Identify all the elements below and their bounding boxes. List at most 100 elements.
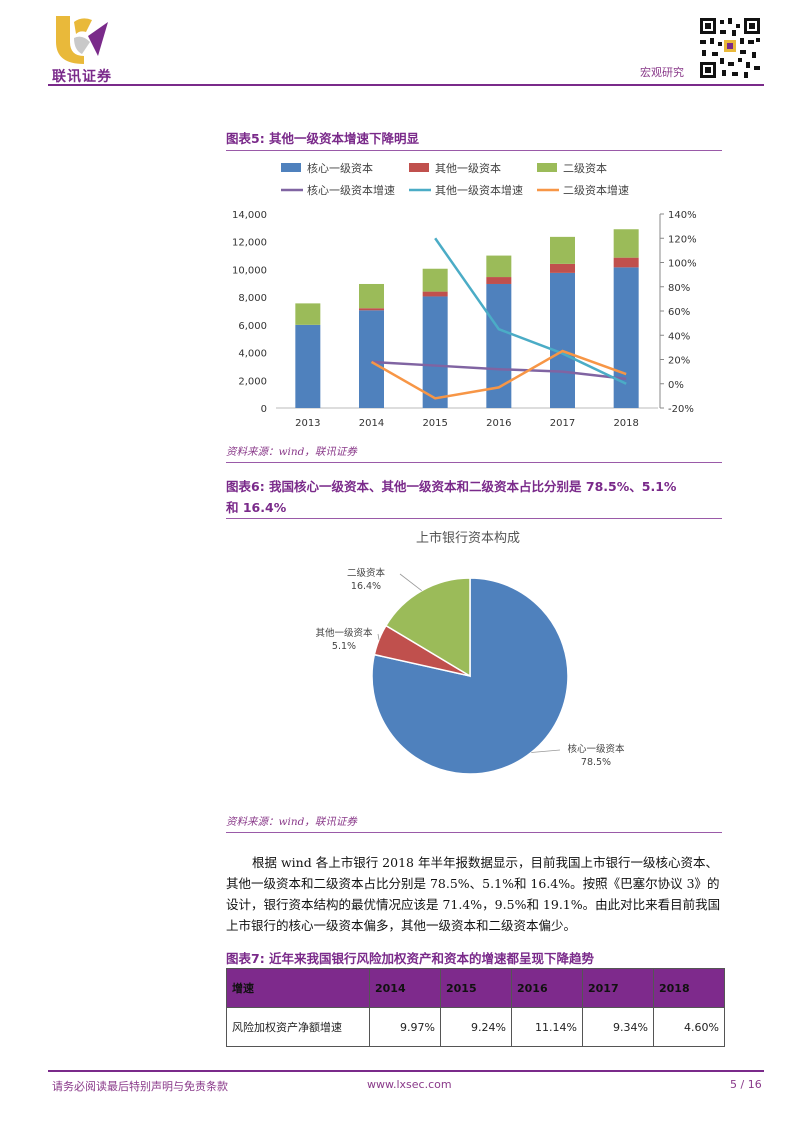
pie-label: 核心一级资本 [567,743,625,755]
table-header-cell: 2016 [511,968,583,1008]
y-tick-label: 6,000 [238,321,267,332]
figure6-title-line2: 和 16.4% [226,500,287,515]
y2-tick-label: -20% [668,404,694,415]
figure5-title: 图表5: 其他一级资本增速下降明显 [226,131,420,146]
figure6-title-rule [226,518,722,519]
footer-disclaimer[interactable]: 请务必阅读最后特别声明与免责条款 [52,1080,228,1093]
section-label: 宏观研究 [640,66,684,79]
figure7-table-wrap: 增速 2014 2015 2016 2017 2018 风险加权资产净额增速 9… [226,968,725,1047]
paragraph-line: 其他一级资本和二级资本占比分别是 78.5%、5.1%和 16.4%。按照《巴塞… [226,876,720,891]
legend-swatch [409,163,429,172]
table-header-cell: 2017 [582,968,654,1008]
pie-leader-line [399,573,422,592]
qr-code-icon [698,16,762,80]
paragraph-line: 上市银行的核心一级资本偏多，其他一级资本和二级资本偏少。 [226,918,577,933]
legend-label: 核心一级资本 [307,161,373,175]
x-tick-label: 2017 [550,418,575,429]
figure6-source: 资料来源：wind，联讯证券 [226,816,357,828]
x-tick-label: 2014 [359,418,384,429]
y2-tick-label: 0% [668,380,684,391]
pie-value-label: 5.1% [332,641,356,652]
bar-segment [550,236,575,264]
table-row: 风险加权资产净额增速 9.97% 9.24% 11.14% 9.34% 4.60… [226,1007,725,1047]
table-cell: 4.60% [653,1007,725,1047]
x-tick-label: 2016 [486,418,511,429]
y-tick-label: 10,000 [232,265,267,276]
bar-segment [613,267,639,408]
y-tick-label: 2,000 [238,376,267,387]
paragraph-line: 设计，银行资本结构的最优情况应该是 71.4%，9.5%和 19.1%。由此对比… [226,897,721,912]
figure7-title: 图表7: 近年来我国银行风险加权资产和资本的增速都呈现下降趋势 [226,951,595,966]
x-tick-label: 2015 [422,418,447,429]
footer-website-link[interactable]: www.lxsec.com [367,1078,452,1091]
bar-segment [422,296,448,408]
pie-label: 二级资本 [347,567,386,579]
growth-line [370,349,627,400]
table-header-cell: 2018 [653,968,725,1008]
legend-label: 核心一级资本增速 [307,183,395,197]
x-tick-label: 2013 [295,418,320,429]
table-header-cell: 增速 [226,968,370,1008]
legend-swatch [281,163,301,172]
table-header-row: 增速 2014 2015 2016 2017 2018 [226,968,725,1008]
y-tick-label: 8,000 [238,293,267,304]
header-rule [48,84,764,86]
growth-table: 增速 2014 2015 2016 2017 2018 风险加权资产净额增速 9… [226,968,725,1047]
pie-leader-line [377,633,380,640]
pie-slice [384,577,471,678]
table-cell: 11.14% [511,1007,583,1047]
pie-value-label: 78.5% [581,757,611,768]
logo-text: 联讯证券 [52,69,112,85]
table-cell: 9.24% [440,1007,512,1047]
bar-segment [486,277,512,284]
bar-segment [550,263,575,273]
bar-segment [359,283,384,309]
table-header-cell: 2015 [440,968,512,1008]
table-cell: 风险加权资产净额增速 [226,1007,370,1047]
table-cell: 9.97% [369,1007,441,1047]
y-tick-label: 14,000 [232,210,267,221]
bar-segment [422,291,448,297]
legend-label: 其他一级资本增速 [435,183,523,197]
figure6-title-line1: 图表6: 我国核心一级资本、其他一级资本和二级资本占比分别是 78.5%、5.1… [226,479,677,494]
bar-segment [422,268,448,292]
y2-tick-label: 120% [668,234,697,245]
bar-segment [359,310,384,408]
body-paragraph: 根据 wind 各上市银行 2018 年半年报数据显示，目前我国上市银行一级核心… [226,852,726,936]
paragraph-line: 根据 wind 各上市银行 2018 年半年报数据显示，目前我国上市银行一级核心… [252,855,718,870]
footer-page-number: 5 / 16 [730,1078,762,1091]
table-header-cell: 2014 [369,968,441,1008]
table-cell: 9.34% [582,1007,654,1047]
x-tick-label: 2018 [613,418,638,429]
pie-title: 上市银行资本构成 [416,530,520,546]
pie-value-label: 16.4% [351,581,381,592]
legend-label: 二级资本 [563,161,607,175]
figure5-title-rule [226,150,722,151]
company-logo [52,12,122,68]
bar-segment [486,255,512,278]
y2-tick-label: 140% [668,210,697,221]
y2-tick-label: 100% [668,259,697,270]
legend-label: 其他一级资本 [435,161,501,175]
y2-tick-label: 20% [668,356,690,367]
y2-tick-label: 40% [668,331,690,342]
bar-segment [613,229,639,258]
legend-label: 二级资本增速 [563,183,629,197]
bar-segment [613,257,639,268]
qr-code [698,16,762,80]
bar-segment [359,308,384,311]
growth-line [434,237,627,385]
y-tick-label: 0 [261,404,267,415]
figure5-source: 资料来源：wind，联讯证券 [226,446,357,458]
y-tick-label: 12,000 [232,238,267,249]
logo-emblem [56,16,108,64]
y2-tick-label: 80% [668,283,690,294]
y2-tick-label: 60% [668,307,690,318]
bar-segment [295,303,321,325]
pie-label: 其他一级资本 [315,627,373,639]
footer-rule [48,1070,764,1072]
y-tick-label: 4,000 [238,349,267,360]
bar-segment [295,324,321,408]
growth-line [371,360,627,381]
